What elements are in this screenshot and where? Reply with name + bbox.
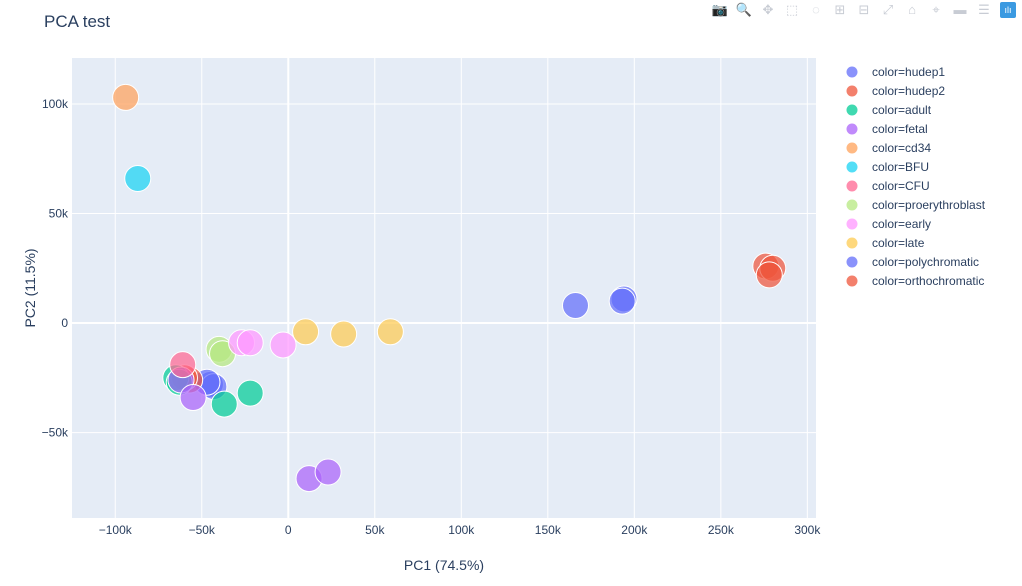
data-point-fetal[interactable]: [314, 458, 342, 486]
x-tick-label: 300k: [794, 523, 821, 537]
y-axis-title: PC2 (11.5%): [22, 248, 38, 327]
y-tick-label: 50k: [49, 207, 69, 221]
data-point-polychromatic[interactable]: [608, 287, 636, 315]
legend-marker: [846, 275, 858, 287]
zoom-in-icon[interactable]: ⊞: [834, 2, 846, 17]
legend-item[interactable]: color=fetal: [846, 122, 928, 136]
legend-marker: [846, 199, 858, 211]
legend-marker: [846, 218, 858, 230]
data-point-early[interactable]: [269, 331, 297, 359]
data-points: [112, 83, 787, 493]
reset-axes-icon[interactable]: ⌂: [908, 2, 916, 17]
y-tick-label: 100k: [42, 97, 69, 111]
plot-area[interactable]: [72, 58, 816, 518]
legend-label: color=early: [872, 217, 931, 231]
box-select-icon[interactable]: ⬚: [785, 2, 799, 17]
x-tick-label: 100k: [448, 523, 475, 537]
legend-item[interactable]: color=CFU: [846, 179, 930, 193]
legend-marker: [846, 104, 858, 116]
zoom-icon[interactable]: 🔍: [735, 2, 753, 17]
data-point-BFU[interactable]: [124, 164, 152, 192]
zero-lines: [72, 58, 816, 518]
x-tick-label: 250k: [708, 523, 735, 537]
data-point-fetal[interactable]: [179, 384, 207, 412]
legend-item[interactable]: color=adult: [846, 103, 932, 117]
data-point-late[interactable]: [376, 318, 404, 346]
x-tick-label: 200k: [621, 523, 648, 537]
legend-item[interactable]: color=proerythroblast: [846, 198, 986, 212]
legend-label: color=adult: [872, 103, 932, 117]
legend-marker: [846, 237, 858, 249]
data-point-early[interactable]: [236, 329, 264, 357]
x-tick-label: 0: [285, 523, 292, 537]
grid-lines: [72, 58, 816, 518]
legend-marker: [846, 256, 858, 268]
legend-item[interactable]: color=cd34: [846, 141, 932, 155]
legend-marker: [846, 66, 858, 78]
legend-item[interactable]: color=hudep2: [846, 84, 946, 98]
camera-icon[interactable]: 📷: [711, 2, 729, 17]
legend-marker: [846, 142, 858, 154]
legend-label: color=orthochromatic: [872, 274, 984, 288]
plotly-logo-icon[interactable]: ılı: [1000, 2, 1016, 18]
data-point-orthochromatic[interactable]: [755, 261, 783, 289]
hover-compare-icon[interactable]: ☰: [978, 2, 990, 17]
data-point-late[interactable]: [330, 320, 358, 348]
y-tick-label: 0: [61, 316, 68, 330]
x-axis-title: PC1 (74.5%): [404, 557, 484, 573]
x-tick-label: −100k: [99, 523, 133, 537]
legend-item[interactable]: color=early: [846, 217, 932, 231]
y-axis-ticks: −50k 0 50k 100k: [42, 97, 69, 440]
legend: color=hudep1 color=hudep2 color=adult color…: [846, 65, 986, 288]
modebar: 📷 🔍 ✥ ⬚ ◌ ⊞ ⊟ ⤢ ⌂ ⌖ ▬ ☰ ılı: [712, 2, 1016, 20]
legend-label: color=hudep1: [872, 65, 945, 79]
hover-closest-icon[interactable]: ▬: [953, 2, 967, 17]
legend-label: color=proerythroblast: [872, 198, 986, 212]
legend-item[interactable]: color=polychromatic: [846, 255, 980, 269]
legend-label: color=fetal: [872, 122, 928, 136]
legend-label: color=CFU: [872, 179, 930, 193]
data-point-adult[interactable]: [236, 379, 264, 407]
x-axis-ticks: −100k −50k 0 50k 100k 150k 200k 250k 300k: [99, 523, 822, 537]
data-point-late[interactable]: [292, 318, 320, 346]
legend-item[interactable]: color=late: [846, 236, 925, 250]
zoom-out-icon[interactable]: ⊟: [858, 2, 870, 17]
legend-label: color=BFU: [872, 160, 929, 174]
data-point-CFU[interactable]: [169, 351, 197, 379]
legend-marker: [846, 180, 858, 192]
legend-label: color=polychromatic: [872, 255, 979, 269]
legend-item[interactable]: color=hudep1: [846, 65, 946, 79]
legend-label: color=hudep2: [872, 84, 945, 98]
data-point-polychromatic[interactable]: [561, 292, 589, 320]
pan-icon[interactable]: ✥: [762, 2, 774, 17]
legend-item[interactable]: color=BFU: [846, 160, 930, 174]
legend-marker: [846, 123, 858, 135]
lasso-icon[interactable]: ◌: [812, 2, 820, 17]
legend-item[interactable]: color=orthochromatic: [846, 274, 985, 288]
data-point-adult[interactable]: [210, 390, 238, 418]
legend-label: color=cd34: [872, 141, 931, 155]
data-point-cd34[interactable]: [112, 83, 140, 111]
legend-marker: [846, 161, 858, 173]
chart-title: PCA test: [44, 12, 111, 31]
legend-marker: [846, 85, 858, 97]
x-tick-label: 50k: [365, 523, 385, 537]
autoscale-icon[interactable]: ⤢: [882, 2, 894, 17]
y-tick-label: −50k: [42, 426, 69, 440]
x-tick-label: 150k: [535, 523, 562, 537]
legend-label: color=late: [872, 236, 925, 250]
x-tick-label: −50k: [189, 523, 216, 537]
spike-lines-icon[interactable]: ⌖: [932, 2, 940, 17]
